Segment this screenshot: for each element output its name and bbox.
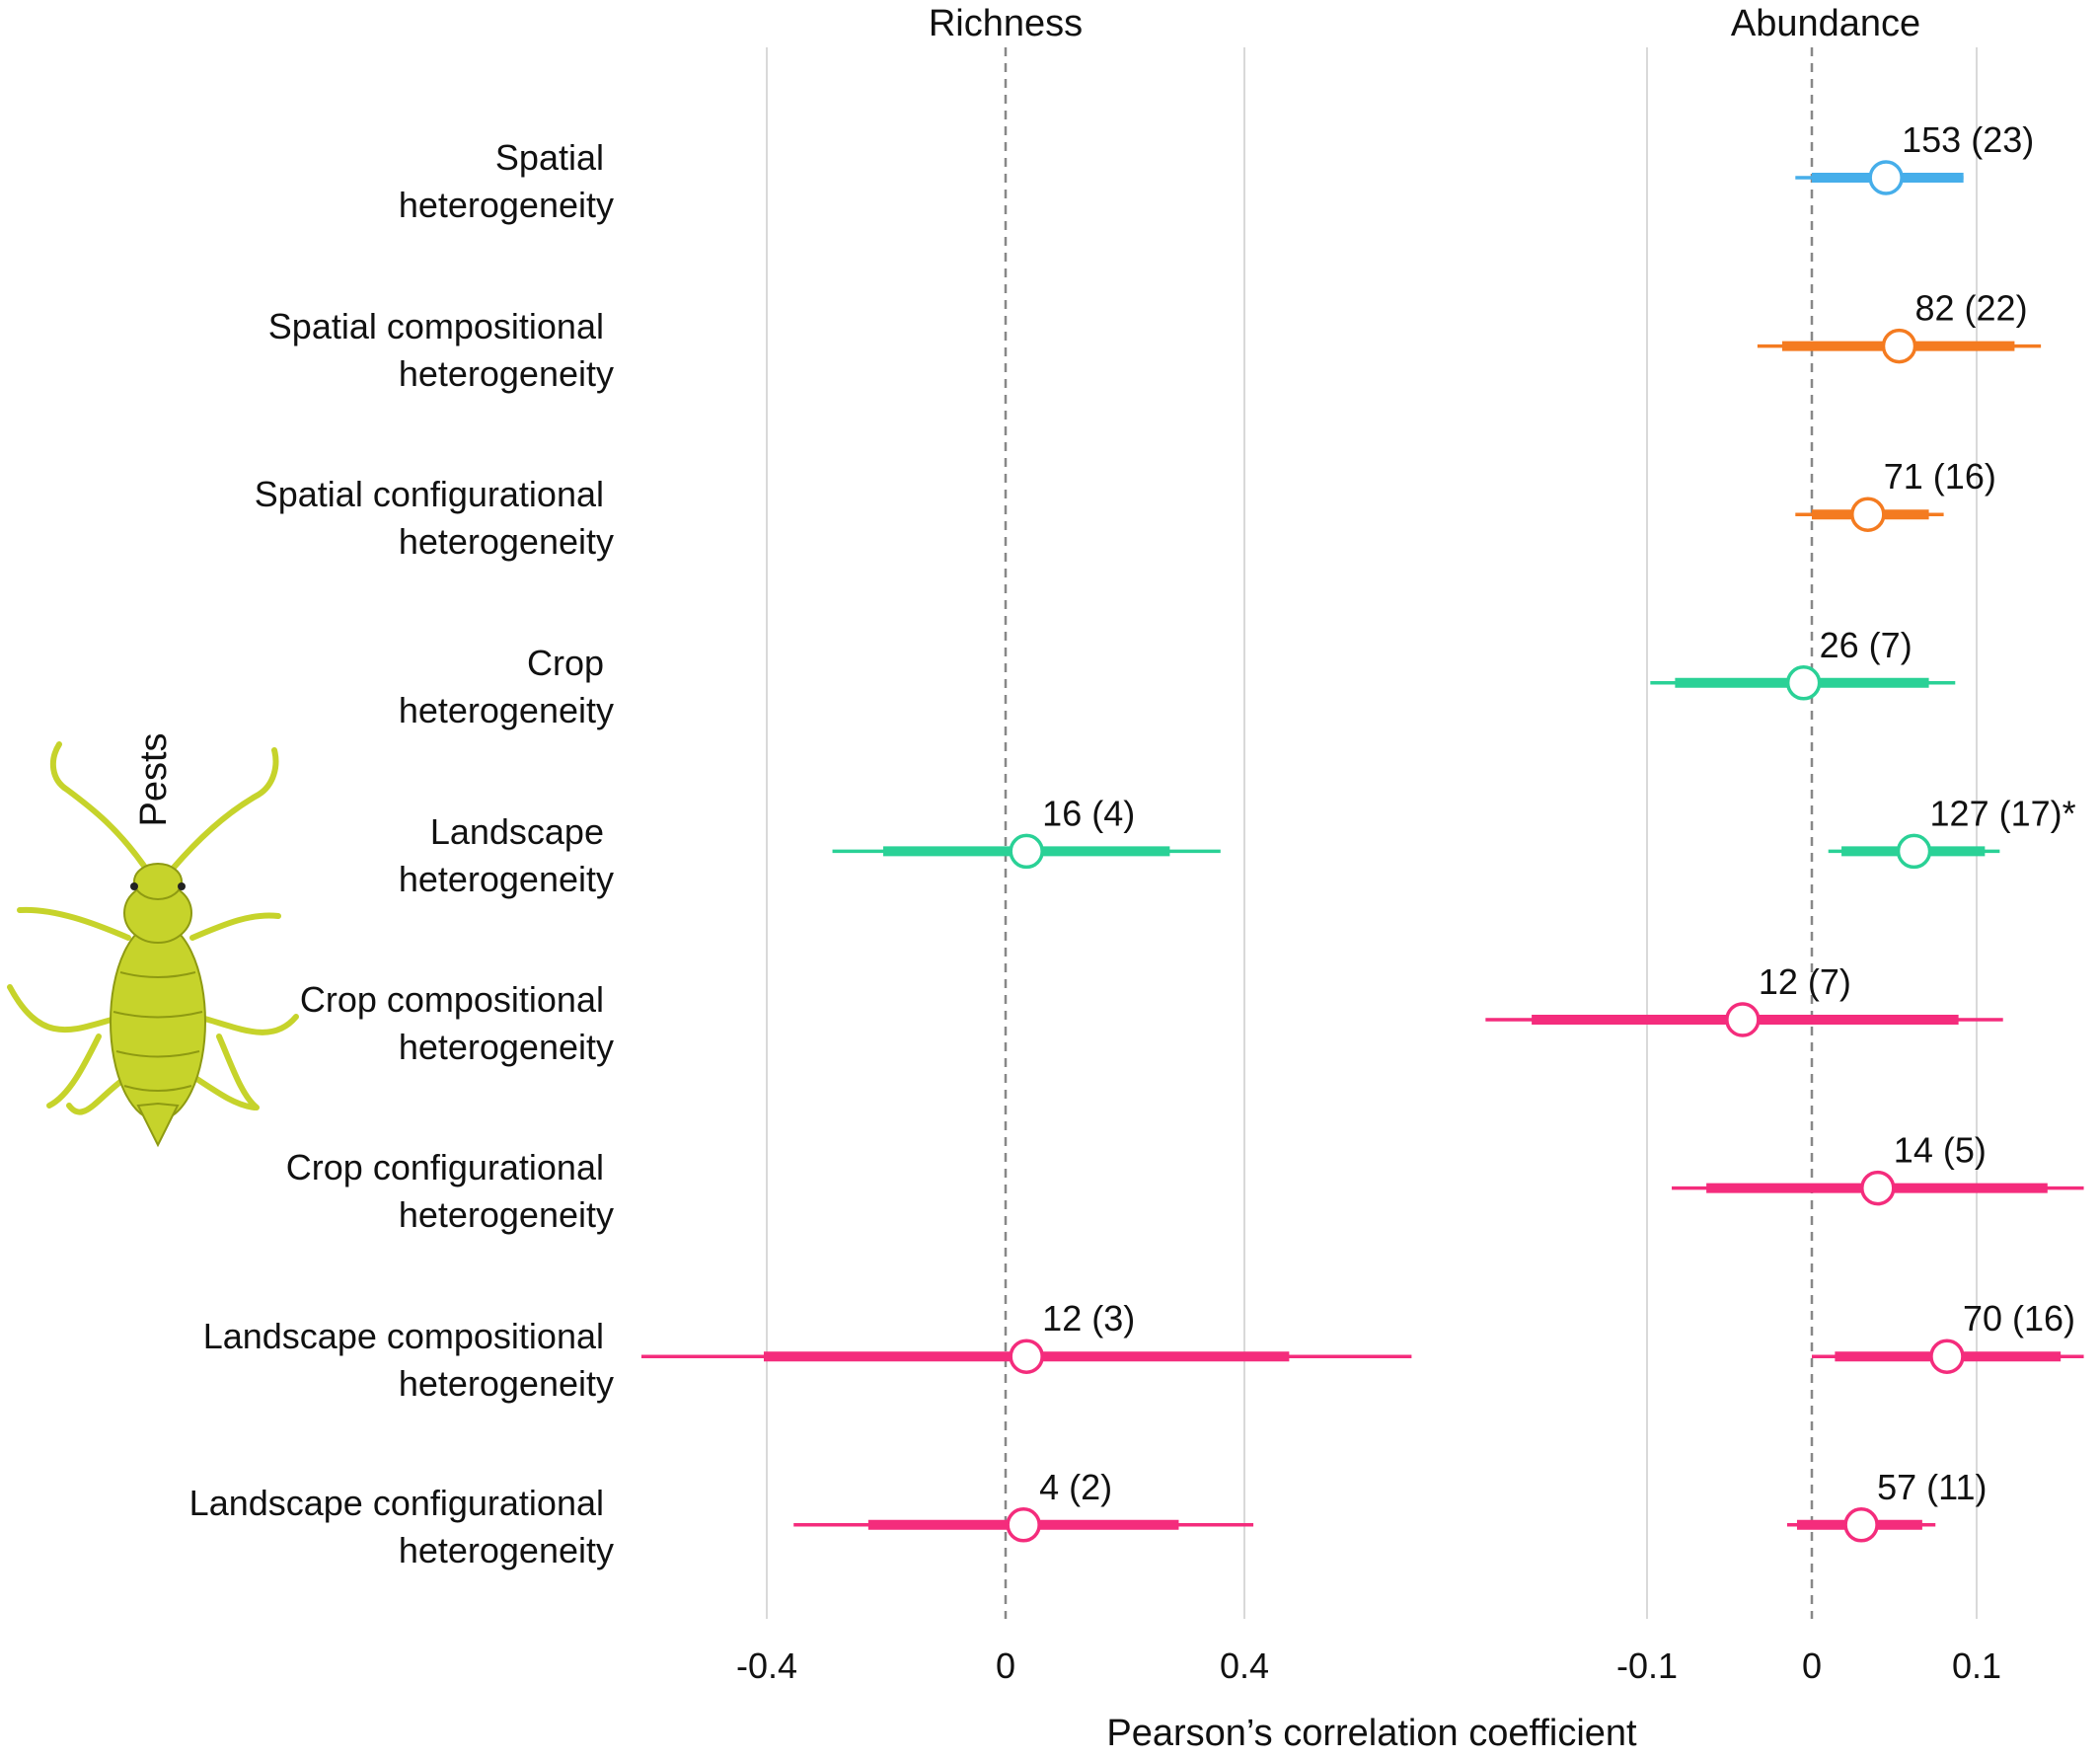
panel-title-richness: Richness [929,3,1083,44]
richness-tick-label: 0 [996,1645,1015,1686]
category-label-line: heterogeneity [399,521,614,562]
category-label-line: Spatial compositional [268,306,604,346]
category-label-line: heterogeneity [399,353,614,394]
category-label: Spatial configurational heterogeneity [255,474,614,562]
category-label: Landscape heterogeneity [399,811,614,899]
abundance-estimate-point [1929,1339,1965,1374]
category-label: Spatial compositional heterogeneity [268,306,614,394]
category-label-line: heterogeneity [399,859,614,899]
side-label-pests: Pests [133,732,175,826]
category-label-line: Spatial configurational [255,474,604,514]
abundance-estimate-point [1868,160,1904,195]
category-label-line: heterogeneity [399,185,614,225]
category-label-line: heterogeneity [399,690,614,730]
panel-title-abundance: Abundance [1731,3,1920,44]
abundance-count-label: 127 (17)* [1930,793,2076,833]
abundance-tick-label: 0.1 [1952,1645,2001,1686]
estimate-point-layer [1006,160,1965,1543]
abundance-count-label: 153 (23) [1902,119,2034,160]
abundance-count-label: 57 (11) [1877,1467,1987,1507]
abundance-count-label: 82 (22) [1915,288,2028,329]
category-label: Crop heterogeneity [399,643,614,730]
abundance-estimate-point [1850,497,1886,532]
category-label-line: heterogeneity [399,1530,614,1570]
abundance-tick-label: -0.1 [1616,1645,1678,1686]
category-label: Crop compositional heterogeneity [300,979,614,1067]
abundance-count-label: 71 (16) [1884,456,1996,497]
richness-count-label: 12 (3) [1042,1298,1135,1339]
category-label-line: Landscape [430,811,604,852]
abundance-count-label: 12 (7) [1759,961,1851,1002]
abundance-count-label: 14 (5) [1894,1130,1987,1171]
category-label-line: Landscape configurational [189,1483,604,1523]
category-label: Landscape compositional heterogeneity [203,1316,614,1404]
richness-estimate-point [1009,1339,1044,1374]
category-label-line: Crop compositional [300,979,604,1020]
category-label-line: Crop configurational [286,1147,604,1187]
grid-layer: -0.4 0 0.4 -0.1 0 0.1 [736,47,2001,1686]
abundance-estimate-point [1896,833,1932,870]
richness-estimate-point [1006,1507,1041,1543]
richness-tick-label: 0.4 [1220,1645,1269,1686]
category-label-line: Crop [527,643,604,683]
category-label-line: Landscape compositional [203,1316,604,1356]
abundance-estimate-point [1843,1507,1879,1543]
category-label-line: heterogeneity [399,1027,614,1067]
richness-tick-label: -0.4 [736,1645,797,1686]
annotation-layer: 16 (4) 12 (3) 4 (2) 153 (23) 82 (22) 71 (16) 2… [1039,119,2075,1507]
x-axis-label: Pearson’s correlation coefficient [1106,1713,1637,1754]
richness-count-label: 4 (2) [1039,1467,1112,1507]
category-label: Landscape configurational heterogeneity [189,1483,614,1570]
category-label-line: Spatial [495,137,604,178]
richness-count-label: 16 (4) [1042,793,1135,833]
abundance-tick-label: 0 [1802,1645,1822,1686]
aphid-pest-icon [7,741,299,1148]
abundance-estimate-point [1725,1002,1761,1037]
category-label: Crop configurational heterogeneity [286,1147,614,1235]
abundance-count-label: 70 (16) [1963,1298,2075,1339]
richness-estimate-point [1009,833,1044,870]
confidence-interval-layer [640,173,2084,1530]
category-label: Spatial heterogeneity [399,137,614,225]
abundance-estimate-point [1785,665,1822,701]
abundance-estimate-point [1881,328,1917,364]
category-label-line: heterogeneity [399,1363,614,1404]
category-labels: Spatial heterogeneity Spatial compositio… [189,137,614,1570]
abundance-estimate-point [1860,1170,1896,1206]
category-label-line: heterogeneity [399,1194,614,1235]
abundance-count-label: 26 (7) [1820,625,1912,665]
